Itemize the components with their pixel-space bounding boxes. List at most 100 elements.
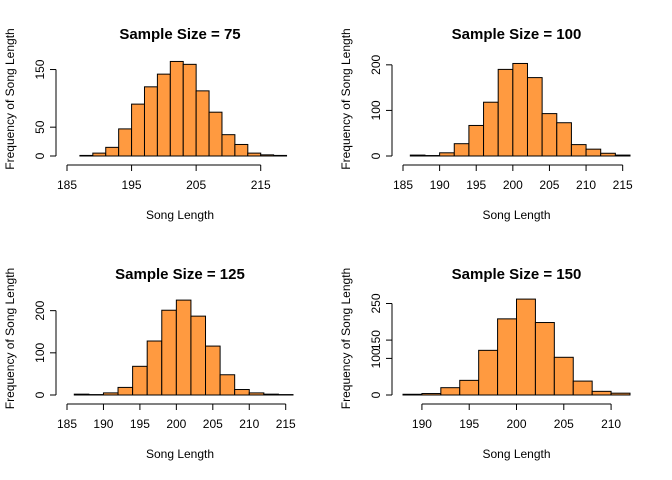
histogram-bar xyxy=(131,103,145,157)
x-tick-label: 195 xyxy=(459,417,479,431)
chart-panel-2: Sample Size = 100 185 190 195 200 205 210 215 0 1… xyxy=(339,26,633,222)
histogram-bar xyxy=(146,340,163,396)
y-tick-label: 50 xyxy=(33,120,47,134)
histogram-bar xyxy=(190,315,207,396)
histogram-bar xyxy=(409,154,426,157)
x-tick-label: 195 xyxy=(130,417,150,431)
x-axis-label: Song Length xyxy=(146,208,214,222)
x-tick-label: 215 xyxy=(276,417,296,431)
y-tick-label: 0 xyxy=(369,152,383,159)
histogram-bar xyxy=(248,392,265,396)
x-tick-label: 195 xyxy=(122,178,142,192)
y-tick-label: 0 xyxy=(369,391,383,398)
histogram-bar xyxy=(143,86,158,157)
histogram-bar xyxy=(468,124,485,157)
y-axis-label: Frequency of Song Length xyxy=(339,268,353,409)
y-axis-label: Frequency of Song Length xyxy=(3,268,17,409)
histogram-bar xyxy=(169,60,184,157)
histogram-bar xyxy=(79,154,94,157)
histogram-bar xyxy=(182,63,197,157)
histogram-bar xyxy=(478,349,499,396)
x-tick-label: 205 xyxy=(539,178,559,192)
histogram-bar xyxy=(219,374,236,396)
histogram-bar xyxy=(421,393,442,396)
x-tick-label: 190 xyxy=(412,417,432,431)
histogram-bar xyxy=(92,152,107,157)
x-tick-label: 190 xyxy=(93,417,113,431)
histogram-bar xyxy=(132,365,148,396)
histogram-bar xyxy=(497,318,518,396)
histogram-bar xyxy=(402,393,423,396)
x-tick-label: 215 xyxy=(613,178,633,192)
histogram-bar xyxy=(453,143,470,157)
histogram-bar xyxy=(118,128,133,157)
histogram-bar xyxy=(570,144,587,157)
x-tick-label: 210 xyxy=(239,417,259,431)
histogram-bar xyxy=(440,387,461,396)
y-tick-label: 100 xyxy=(369,100,383,120)
x-tick-label: 210 xyxy=(601,417,621,431)
histogram-bar xyxy=(263,393,279,396)
histogram-bar xyxy=(512,62,528,157)
histogram-bar xyxy=(247,152,262,157)
x-tick-label: 200 xyxy=(506,417,526,431)
histogram-bar xyxy=(234,143,249,157)
x-tick-label: 185 xyxy=(393,178,413,192)
x-tick-label: 195 xyxy=(466,178,486,192)
histogram-bar xyxy=(516,298,536,396)
histogram-bar xyxy=(208,111,223,157)
y-tick-label: 200 xyxy=(369,55,383,75)
y-axis-label: Frequency of Song Length xyxy=(3,28,17,169)
histogram-bar xyxy=(459,379,480,396)
histogram-bar xyxy=(195,90,210,157)
chart-title: Sample Size = 125 xyxy=(115,266,245,283)
chart-panel-1: Sample Size = 75 185 195 205 215 0 50 150 Song L… xyxy=(3,26,288,222)
histogram-bar xyxy=(205,345,221,396)
histogram-bar xyxy=(73,393,90,396)
x-axis-label: Song Length xyxy=(482,208,550,222)
histogram-bar xyxy=(117,386,134,396)
x-axis-label: Song Length xyxy=(146,447,214,461)
x-tick-label: 190 xyxy=(430,178,450,192)
x-tick-label: 205 xyxy=(186,178,206,192)
histogram-bar xyxy=(483,101,499,157)
x-axis-label: Song Length xyxy=(482,447,550,461)
x-tick-label: 185 xyxy=(57,178,77,192)
histogram-bar xyxy=(102,392,119,396)
x-tick-label: 200 xyxy=(503,178,523,192)
histogram-bar xyxy=(156,73,171,157)
histogram-bar xyxy=(534,322,555,396)
histogram-bar xyxy=(497,68,514,157)
chart-title: Sample Size = 75 xyxy=(119,26,240,43)
histogram-bar xyxy=(610,392,631,396)
x-tick-label: 210 xyxy=(576,178,596,192)
x-tick-label: 215 xyxy=(251,178,271,192)
x-tick-label: 205 xyxy=(554,417,574,431)
histogram-bar xyxy=(439,152,455,157)
histogram-bar xyxy=(526,77,543,157)
histogram-bar xyxy=(572,380,593,396)
y-tick-label: 0 xyxy=(33,152,47,159)
histogram-bar xyxy=(600,152,616,157)
histogram-bar xyxy=(234,389,250,396)
histogram-bar xyxy=(614,154,631,157)
x-tick-label: 185 xyxy=(57,417,77,431)
histogram-bar xyxy=(541,113,558,157)
histogram-bar xyxy=(260,154,275,157)
histogram-bar xyxy=(161,309,177,396)
y-tick-label: 100 xyxy=(369,348,383,368)
y-tick-label: 150 xyxy=(33,59,47,79)
histogram-bar xyxy=(591,390,612,396)
histogram-bar xyxy=(553,356,574,396)
chart-title: Sample Size = 150 xyxy=(452,266,582,283)
chart-panel-3: Sample Size = 125 185 190 195 200 205 210 215 0 1… xyxy=(3,266,296,461)
y-tick-label: 150 xyxy=(369,330,383,350)
y-tick-label: 100 xyxy=(33,342,47,362)
histogram-bar xyxy=(585,148,602,157)
histogram-bar xyxy=(556,122,572,157)
x-tick-label: 200 xyxy=(166,417,186,431)
y-axis-label: Frequency of Song Length xyxy=(339,28,353,169)
chart-title: Sample Size = 100 xyxy=(452,26,582,43)
